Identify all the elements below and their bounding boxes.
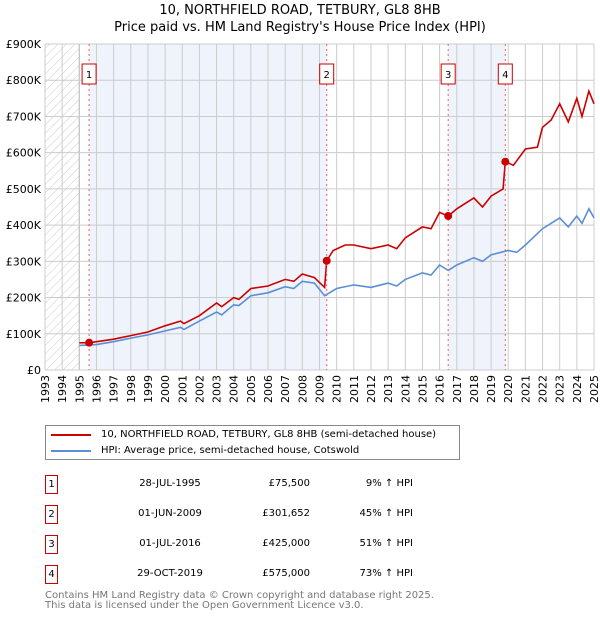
- transaction-number-badge: 3: [45, 535, 58, 554]
- shaded-ownership-period: [89, 44, 327, 370]
- hpi-line: [79, 207, 595, 347]
- x-tick-label: 2009: [314, 375, 327, 403]
- x-tick-label: 2019: [485, 375, 498, 403]
- price-chart: 1 2 3 4 1993 1994 1995 1996 1997 1998 1999 2000 2001…: [6, 38, 600, 403]
- x-tick-label: 2001: [176, 375, 189, 403]
- y-tick-label: £800K: [6, 74, 42, 87]
- transaction-number-badge: 1: [45, 475, 58, 494]
- transaction-date: 01-JUL-2016: [139, 538, 201, 549]
- x-tick-label: 2016: [434, 375, 447, 403]
- transaction-price: £575,000: [262, 568, 310, 579]
- x-tick-label: 1997: [108, 375, 121, 403]
- transaction-hpi-diff: 73% ↑ HPI: [359, 568, 413, 579]
- chart-title: 10, NORTHFIELD ROAD, TETBURY, GL8 8HB: [159, 3, 441, 18]
- transaction-price: £75,500: [268, 478, 310, 489]
- y-tick-label: £0: [27, 364, 41, 377]
- x-tick-label: 2021: [519, 375, 532, 403]
- y-tick-label: £100K: [6, 328, 42, 341]
- transaction-number-badge: 2: [45, 505, 58, 524]
- x-tick-label: 2010: [331, 375, 344, 403]
- transaction-date: 28-JUL-1995: [139, 478, 201, 489]
- transaction-row: 4 29-OCT-2019 £575,000 73% ↑ HPI: [45, 565, 465, 585]
- legend: 10, NORTHFIELD ROAD, TETBURY, GL8 8HB (s…: [45, 425, 460, 460]
- x-tick-label: 2008: [296, 375, 309, 403]
- transaction-price: £425,000: [262, 538, 310, 549]
- x-tick-label: 2020: [502, 375, 515, 403]
- transaction-date: 29-OCT-2019: [137, 568, 203, 579]
- chart-subtitle: Price paid vs. HM Land Registry's House …: [114, 20, 486, 35]
- x-tick-label: 2000: [159, 375, 172, 403]
- sale-label: 4: [502, 70, 508, 81]
- x-tick-label: 2018: [468, 375, 481, 403]
- sale-point: [322, 256, 331, 265]
- legend-swatch-red: [51, 433, 91, 436]
- x-tick-label: 1996: [90, 375, 103, 403]
- sale-label-box: [319, 63, 335, 85]
- y-tick-label: £200K: [6, 292, 42, 305]
- transaction-row: 3 01-JUL-2016 £425,000 51% ↑ HPI: [45, 535, 465, 555]
- x-tick-label: 2017: [451, 375, 464, 403]
- x-tick-label: 1994: [56, 375, 69, 403]
- legend-label: HPI: Average price, semi-detached house,…: [101, 445, 360, 456]
- y-tick-label: £600K: [6, 147, 42, 160]
- x-tick-label: 2013: [382, 375, 395, 403]
- x-tick-label: 2007: [279, 375, 292, 403]
- legend-label: 10, NORTHFIELD ROAD, TETBURY, GL8 8HB (s…: [101, 429, 437, 440]
- property-price-line: [79, 88, 595, 344]
- sale-point: [444, 212, 453, 221]
- transaction-date: 01-JUN-2009: [138, 508, 202, 519]
- x-tick-label: 2015: [416, 375, 429, 403]
- x-tick-label: 1995: [73, 375, 86, 403]
- footer-licence: This data is licensed under the Open Gov…: [45, 600, 364, 611]
- x-tick-label: 2024: [571, 375, 584, 403]
- transaction-row: 2 01-JUN-2009 £301,652 45% ↑ HPI: [45, 505, 465, 525]
- sale-label-box: [497, 63, 513, 85]
- transaction-hpi-diff: 45% ↑ HPI: [359, 508, 413, 519]
- y-tick-label: £700K: [6, 110, 42, 123]
- x-tick-label: 1993: [39, 375, 52, 403]
- y-tick-label: £900K: [6, 38, 42, 51]
- y-tick-label: £500K: [6, 183, 42, 196]
- sale-label-box: [440, 63, 456, 85]
- legend-swatch-blue: [51, 449, 91, 452]
- sale-point: [85, 338, 94, 347]
- legend-item-property: 10, NORTHFIELD ROAD, TETBURY, GL8 8HB (s…: [51, 429, 436, 440]
- transaction-number-badge: 4: [45, 565, 58, 584]
- x-tick-label: 2025: [588, 375, 600, 403]
- transaction-row: 1 28-JUL-1995 £75,500 9% ↑ HPI: [45, 475, 465, 495]
- y-tick-label: £400K: [6, 219, 42, 232]
- x-tick-label: 2011: [348, 375, 361, 403]
- legend-item-hpi: HPI: Average price, semi-detached house,…: [51, 445, 359, 456]
- sale-point: [501, 157, 510, 166]
- transaction-hpi-diff: 51% ↑ HPI: [359, 538, 413, 549]
- sale-label: 1: [86, 70, 92, 81]
- sale-label: 2: [324, 70, 330, 81]
- sale-label: 3: [445, 70, 451, 81]
- sale-label-box: [81, 63, 97, 85]
- x-tick-label: 2014: [399, 375, 412, 403]
- x-tick-label: 2002: [193, 375, 206, 403]
- y-tick-label: £300K: [6, 255, 42, 268]
- x-tick-label: 2004: [228, 375, 241, 403]
- x-tick-label: 2023: [554, 375, 567, 403]
- transaction-hpi-diff: 9% ↑ HPI: [365, 478, 413, 489]
- x-tick-label: 2006: [262, 375, 275, 403]
- footer-copyright: Contains HM Land Registry data © Crown c…: [45, 590, 434, 601]
- transaction-price: £301,652: [262, 508, 310, 519]
- x-tick-label: 2012: [365, 375, 378, 403]
- x-tick-label: 1999: [142, 375, 155, 403]
- x-tick-label: 2003: [211, 375, 224, 403]
- x-tick-label: 2005: [245, 375, 258, 403]
- x-tick-label: 1998: [125, 375, 138, 403]
- shaded-ownership-period: [448, 44, 506, 370]
- x-tick-label: 2022: [537, 375, 550, 403]
